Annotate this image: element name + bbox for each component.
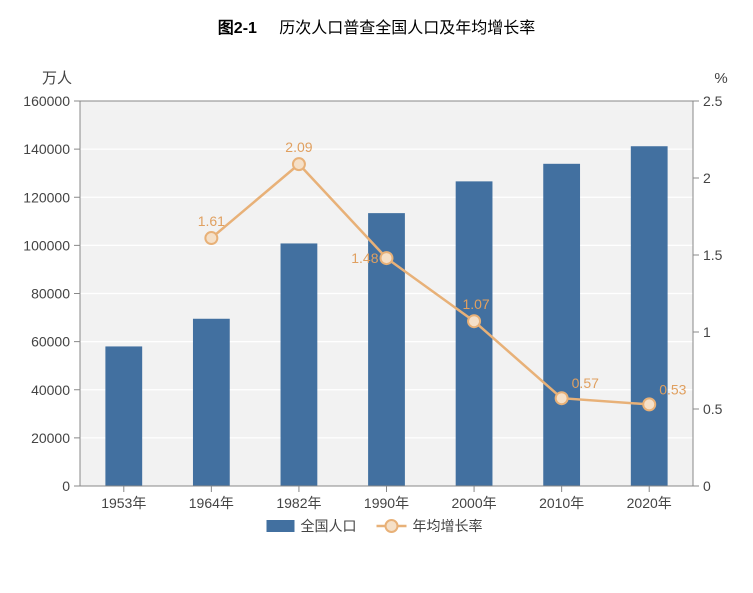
x-tick-label: 2000年: [451, 495, 496, 511]
y-right-tick-label: 1.5: [703, 247, 723, 263]
line-marker: [381, 252, 393, 264]
bar: [193, 319, 230, 486]
y-left-tick-label: 40000: [31, 382, 70, 398]
y-right-tick-label: 2: [703, 170, 711, 186]
y-left-tick-label: 140000: [23, 141, 70, 157]
line-data-label: 1.07: [462, 296, 489, 312]
x-tick-label: 1982年: [276, 495, 321, 511]
line-marker: [468, 315, 480, 327]
line-data-label: 1.61: [198, 213, 225, 229]
title-text: 历次人口普查全国人口及年均增长率: [279, 20, 535, 37]
y-right-tick-label: 0: [703, 478, 711, 494]
legend-line-label: 年均增长率: [413, 518, 483, 534]
x-tick-label: 1964年: [189, 495, 234, 511]
line-data-label: 0.53: [659, 381, 686, 397]
legend-bar-label: 全国人口: [301, 518, 357, 534]
line-data-label: 2.09: [285, 139, 312, 155]
x-tick-label: 1953年: [101, 495, 146, 511]
chart-title: 图2-1 历次人口普查全国人口及年均增长率: [0, 0, 753, 46]
bar: [281, 243, 318, 486]
y-right-tick-label: 0.5: [703, 401, 723, 417]
y-left-tick-label: 80000: [31, 286, 70, 302]
y-left-label: 万人: [42, 70, 72, 87]
line-marker: [205, 232, 217, 244]
legend-line-marker: [386, 520, 398, 532]
bar: [105, 346, 142, 486]
y-left-tick-label: 160000: [23, 93, 70, 109]
y-right-tick-label: 1: [703, 324, 711, 340]
line-marker: [643, 398, 655, 410]
line-marker: [293, 158, 305, 170]
chart-svg: 0 20000 40000 60000 80000 100000 120000 140000 1…: [0, 46, 753, 566]
line-marker: [556, 392, 568, 404]
y-left-tick-label: 60000: [31, 334, 70, 350]
title-prefix: 图2-1: [218, 20, 257, 37]
bar: [543, 164, 580, 486]
y-right-tick-label: 2.5: [703, 93, 723, 109]
legend-bar-swatch: [267, 520, 295, 532]
x-tick-label: 1990年: [364, 495, 409, 511]
x-tick-label: 2020年: [627, 495, 672, 511]
line-data-label: 1.48: [351, 250, 378, 266]
y-left-tick-label: 0: [62, 478, 70, 494]
y-left-tick-label: 20000: [31, 430, 70, 446]
y-left-tick-label: 120000: [23, 189, 70, 205]
bar: [631, 146, 668, 486]
x-tick-label: 2010年: [539, 495, 584, 511]
chart-container: 0 20000 40000 60000 80000 100000 120000 140000 1…: [0, 46, 753, 566]
y-right-label: %: [714, 70, 727, 87]
line-data-label: 0.57: [572, 375, 599, 391]
y-left-tick-label: 100000: [23, 237, 70, 253]
